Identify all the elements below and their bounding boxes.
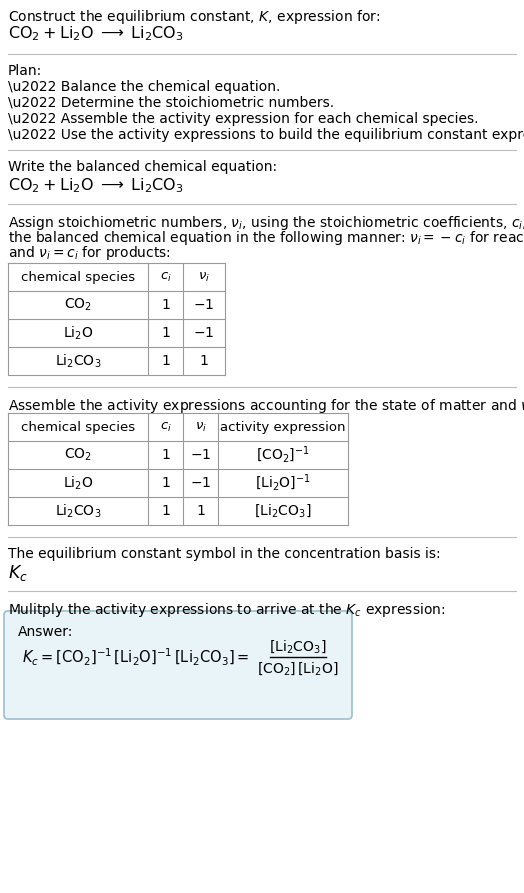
Text: 1: 1 <box>161 298 170 312</box>
Text: 1: 1 <box>161 476 170 490</box>
FancyBboxPatch shape <box>4 611 352 719</box>
Text: and $\nu_i = c_i$ for products:: and $\nu_i = c_i$ for products: <box>8 244 171 262</box>
Text: $K_c$: $K_c$ <box>8 563 28 583</box>
Text: $\mathrm{CO_2}$: $\mathrm{CO_2}$ <box>64 296 92 313</box>
Text: $-1$: $-1$ <box>193 298 215 312</box>
Text: 1: 1 <box>161 354 170 368</box>
Text: the balanced chemical equation in the following manner: $\nu_i = -c_i$ for react: the balanced chemical equation in the fo… <box>8 229 524 247</box>
Text: \u2022 Balance the chemical equation.: \u2022 Balance the chemical equation. <box>8 80 280 94</box>
Text: $[\mathrm{CO_2}]^{-1}$: $[\mathrm{CO_2}]^{-1}$ <box>256 445 310 465</box>
Text: $K_c = [\mathrm{CO_2}]^{-1}\,[\mathrm{Li_2O}]^{-1}\,[\mathrm{Li_2CO_3}] = $: $K_c = [\mathrm{CO_2}]^{-1}\,[\mathrm{Li… <box>22 647 249 668</box>
Text: $[\mathrm{Li_2O}]^{-1}$: $[\mathrm{Li_2O}]^{-1}$ <box>255 472 311 493</box>
Text: activity expression: activity expression <box>220 421 346 433</box>
Text: 1: 1 <box>161 326 170 340</box>
Text: $\mathrm{Li_2O}$: $\mathrm{Li_2O}$ <box>63 324 93 342</box>
Text: Construct the equilibrium constant, $K$, expression for:: Construct the equilibrium constant, $K$,… <box>8 8 380 26</box>
Text: \u2022 Determine the stoichiometric numbers.: \u2022 Determine the stoichiometric numb… <box>8 96 334 110</box>
Text: $c_i$: $c_i$ <box>160 271 171 284</box>
Text: $c_i$: $c_i$ <box>160 421 171 433</box>
Text: $[\mathrm{Li_2CO_3}]$: $[\mathrm{Li_2CO_3}]$ <box>269 638 326 655</box>
Text: 1: 1 <box>196 504 205 518</box>
Text: Assign stoichiometric numbers, $\nu_i$, using the stoichiometric coefficients, $: Assign stoichiometric numbers, $\nu_i$, … <box>8 214 524 232</box>
Text: 1: 1 <box>161 504 170 518</box>
Text: 1: 1 <box>161 448 170 462</box>
Text: Assemble the activity expressions accounting for the state of matter and $\nu_i$: Assemble the activity expressions accoun… <box>8 397 524 415</box>
Text: $\mathrm{Li_2CO_3}$: $\mathrm{Li_2CO_3}$ <box>55 502 101 520</box>
Text: $[\mathrm{CO_2}]\,[\mathrm{Li_2O}]$: $[\mathrm{CO_2}]\,[\mathrm{Li_2O}]$ <box>257 661 339 678</box>
Text: $\nu_i$: $\nu_i$ <box>198 271 210 284</box>
Text: $\mathrm{Li_2CO_3}$: $\mathrm{Li_2CO_3}$ <box>55 353 101 370</box>
Text: \u2022 Assemble the activity expression for each chemical species.: \u2022 Assemble the activity expression … <box>8 112 478 126</box>
Text: $\mathrm{CO_2}$: $\mathrm{CO_2}$ <box>64 446 92 463</box>
Text: Plan:: Plan: <box>8 64 42 78</box>
Text: $[\mathrm{Li_2CO_3}]$: $[\mathrm{Li_2CO_3}]$ <box>254 503 312 520</box>
Text: \u2022 Use the activity expressions to build the equilibrium constant expression: \u2022 Use the activity expressions to b… <box>8 128 524 142</box>
Text: $-1$: $-1$ <box>190 448 211 462</box>
Text: Write the balanced chemical equation:: Write the balanced chemical equation: <box>8 160 277 174</box>
Text: chemical species: chemical species <box>21 271 135 283</box>
Text: $\mathrm{CO_2 + Li_2O \;\longrightarrow\; Li_2CO_3}$: $\mathrm{CO_2 + Li_2O \;\longrightarrow\… <box>8 24 184 43</box>
Text: 1: 1 <box>200 354 209 368</box>
Text: The equilibrium constant symbol in the concentration basis is:: The equilibrium constant symbol in the c… <box>8 547 441 561</box>
Text: $\mathrm{Li_2O}$: $\mathrm{Li_2O}$ <box>63 474 93 492</box>
Text: $\mathrm{CO_2 + Li_2O \;\longrightarrow\; Li_2CO_3}$: $\mathrm{CO_2 + Li_2O \;\longrightarrow\… <box>8 176 184 195</box>
Text: Mulitply the activity expressions to arrive at the $K_c$ expression:: Mulitply the activity expressions to arr… <box>8 601 445 619</box>
Text: $\nu_i$: $\nu_i$ <box>194 421 206 433</box>
Text: chemical species: chemical species <box>21 421 135 433</box>
Text: Answer:: Answer: <box>18 625 73 639</box>
Text: $-1$: $-1$ <box>193 326 215 340</box>
Text: $-1$: $-1$ <box>190 476 211 490</box>
